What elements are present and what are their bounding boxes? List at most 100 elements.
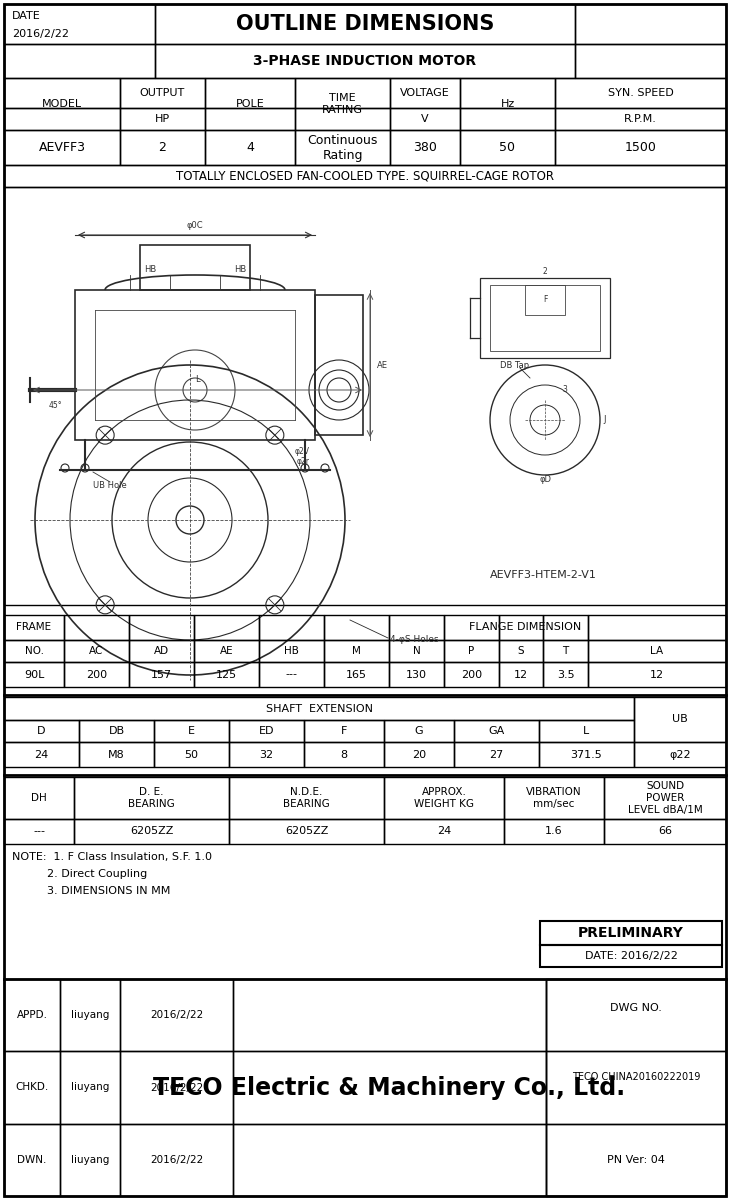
Text: TECO Electric & Machinery Co., Ltd.: TECO Electric & Machinery Co., Ltd. [153, 1075, 626, 1099]
Text: V: V [421, 114, 429, 124]
Bar [4, 742, 79, 767]
Bar [634, 697, 726, 742]
Text: DWN.: DWN. [18, 1154, 47, 1165]
Bar [588, 662, 726, 686]
Text: DATE: 2016/2/22: DATE: 2016/2/22 [585, 950, 677, 961]
Bar [194, 614, 259, 640]
Text: AEVFF3: AEVFF3 [39, 140, 85, 154]
Bar [295, 78, 390, 108]
Text: MODEL: MODEL [42, 98, 82, 109]
Bar [229, 778, 384, 818]
Text: ---: --- [33, 827, 45, 836]
Text: AC: AC [89, 646, 104, 656]
Bar [74, 818, 229, 844]
Bar [390, 108, 460, 130]
Text: VIBRATION
mm/sec: VIBRATION mm/sec [526, 787, 582, 809]
Bar [460, 108, 555, 130]
Bar [546, 979, 726, 1196]
Text: P: P [469, 646, 475, 656]
Text: 3-PHASE INDUCTION MOTOR: 3-PHASE INDUCTION MOTOR [253, 54, 477, 68]
Bar [259, 614, 324, 640]
Bar [154, 720, 229, 742]
Text: Continuous
Rating: Continuous Rating [307, 133, 377, 162]
Text: 200: 200 [461, 670, 482, 679]
Bar [4, 78, 120, 108]
Text: 3. DIMENSIONS IN MM: 3. DIMENSIONS IN MM [12, 886, 170, 896]
Text: DWG NO.: DWG NO. [610, 1003, 662, 1013]
Text: SHAFT  EXTENSION: SHAFT EXTENSION [266, 703, 372, 714]
Text: 165: 165 [346, 670, 367, 679]
Text: 66: 66 [658, 827, 672, 836]
Text: 2. Direct Coupling: 2. Direct Coupling [12, 869, 147, 878]
Bar [444, 662, 499, 686]
Text: J: J [604, 415, 606, 425]
Text: N.D.E.
BEARING: N.D.E. BEARING [283, 787, 330, 809]
Bar [634, 742, 726, 767]
Bar [74, 778, 229, 818]
Bar [64, 640, 129, 662]
Text: POLE: POLE [236, 98, 264, 109]
Bar [480, 278, 610, 358]
Bar [588, 640, 726, 662]
Text: 130: 130 [406, 670, 427, 679]
Bar [504, 778, 604, 818]
Bar [154, 742, 229, 767]
Bar [155, 4, 575, 44]
Text: D. E.
BEARING: D. E. BEARING [128, 787, 175, 809]
Text: 24: 24 [437, 827, 451, 836]
Bar [60, 1123, 120, 1196]
Text: SOUND
POWER
LEVEL dBA/1M: SOUND POWER LEVEL dBA/1M [628, 781, 702, 815]
Text: 200: 200 [86, 670, 107, 679]
Text: TECO CHINA20160222019: TECO CHINA20160222019 [572, 1072, 700, 1081]
Bar [324, 614, 389, 640]
Text: 50: 50 [499, 140, 515, 154]
Text: 1500: 1500 [625, 140, 656, 154]
Bar [546, 1123, 726, 1196]
Bar [444, 640, 499, 662]
Bar [546, 979, 726, 1051]
Text: 125: 125 [216, 670, 237, 679]
Bar [604, 778, 726, 818]
Text: DATE: DATE [12, 11, 41, 20]
Bar [454, 742, 539, 767]
Bar [384, 720, 454, 742]
Text: HB: HB [284, 646, 299, 656]
Bar [205, 78, 295, 108]
Bar [4, 4, 155, 44]
Text: HB: HB [144, 265, 156, 275]
Bar [64, 662, 129, 686]
Bar [454, 720, 539, 742]
Text: 380: 380 [413, 140, 437, 154]
Bar [460, 78, 555, 108]
Text: E: E [188, 726, 195, 736]
Text: AE: AE [220, 646, 234, 656]
Text: φ2V: φ2V [295, 448, 310, 456]
Text: DB: DB [109, 726, 125, 736]
Text: 4: 4 [246, 140, 254, 154]
Text: 3.5: 3.5 [557, 670, 575, 679]
Bar [233, 979, 546, 1051]
Text: 2016/2/22: 2016/2/22 [150, 1082, 203, 1092]
Bar [4, 697, 634, 720]
Bar [543, 614, 588, 640]
Text: FRAME: FRAME [17, 623, 52, 632]
Text: φ0C: φ0C [187, 221, 204, 229]
Text: UB Hole: UB Hole [93, 480, 127, 490]
Text: N: N [412, 646, 420, 656]
Bar [604, 818, 726, 844]
Bar [229, 720, 304, 742]
Text: 6205ZZ: 6205ZZ [285, 827, 328, 836]
Bar [129, 662, 194, 686]
Bar [4, 720, 79, 742]
Text: 4-φS Holes: 4-φS Holes [390, 636, 439, 644]
Text: 2016/2/22: 2016/2/22 [150, 1154, 203, 1165]
Bar [499, 662, 543, 686]
Bar [555, 130, 726, 164]
Bar [75, 290, 315, 440]
Bar [546, 1051, 726, 1123]
Text: TIME
RATING: TIME RATING [322, 94, 363, 115]
Bar [499, 614, 543, 640]
Text: ---: --- [285, 670, 298, 679]
Text: OUTPUT: OUTPUT [140, 88, 185, 98]
Bar [60, 1051, 120, 1123]
